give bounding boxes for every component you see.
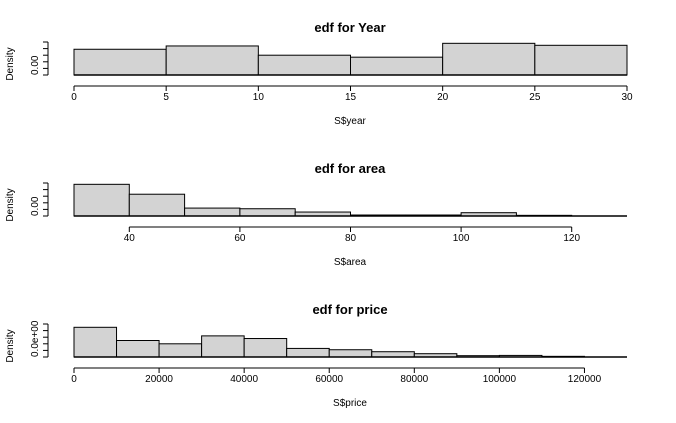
panel-year-x-tick-label-3: 15 [345, 92, 357, 103]
panel-price-ytick-label: 0.0e+00 [30, 320, 41, 357]
panel-price: edf for price Density 0.0e+00 S$price 0 2… [5, 302, 627, 409]
panel-price-x-tick-label-3: 60000 [315, 374, 343, 385]
panel-year-bars [73, 42, 628, 76]
panel-year-x-tick-label-4: 20 [437, 92, 449, 103]
panel-year-bar-0 [73, 48, 167, 76]
panel-year: edf for Year Density 0.00 S$year 0 5 10 15 2… [5, 20, 633, 127]
panel-area-bar-0 [73, 183, 130, 217]
panel-year-x-tick-label-1: 5 [163, 92, 169, 103]
panel-area-x-tick-label-4: 120 [563, 233, 580, 244]
panel-area-xlabel: S$area [334, 257, 367, 268]
panel-year-x-tick-label-5: 25 [529, 92, 541, 103]
panel-price-x-tick-label-4: 80000 [400, 374, 428, 385]
panel-price-x-tick-label-2: 40000 [230, 374, 258, 385]
panel-year-x-tick-label-6: 30 [621, 92, 633, 103]
panel-year-ylabel: Density [5, 47, 16, 80]
panel-area-ytick-label: 0.00 [30, 196, 41, 216]
panel-year-bar-2 [257, 54, 352, 76]
panel-area-bar-3 [239, 208, 296, 217]
panel-price-bar-3 [201, 335, 245, 358]
panel-area-x-tick-label-1: 60 [234, 233, 246, 244]
panel-price-bar-2 [158, 343, 203, 358]
panel-year-x-tick-label-2: 10 [253, 92, 265, 103]
panel-price-bar-4 [243, 338, 288, 358]
panel-price-title: edf for price [312, 302, 387, 317]
panel-area-x-tick-label-2: 80 [345, 233, 357, 244]
panel-year-bar-4 [442, 42, 536, 76]
panel-price-bars [73, 326, 585, 358]
panel-price-x-tick-label-6: 120000 [568, 374, 602, 385]
panel-price-y-axis [43, 323, 49, 358]
panel-year-xlabel: S$year [334, 116, 366, 127]
panel-price-bar-0 [73, 326, 118, 358]
panel-price-x-tick-label-1: 20000 [145, 374, 173, 385]
panel-area-bar-1 [128, 193, 186, 217]
panel-year-title: edf for Year [314, 20, 385, 35]
panel-year-bar-3 [350, 56, 444, 76]
panel-price-x-tick-label-5: 100000 [483, 374, 517, 385]
panel-area-title: edf for area [315, 161, 387, 176]
panel-year-ytick-label: 0.00 [30, 55, 41, 75]
panel-price-ylabel: Density [5, 329, 16, 362]
panel-area-x-axis: 40 60 80 100 120 [124, 226, 580, 244]
panel-price-bar-1 [116, 340, 160, 358]
panel-year-y-axis [43, 41, 49, 76]
panel-area-x-tick-label-0: 40 [124, 233, 136, 244]
panel-area: edf for area Density 0.00 S$area 40 60 80 1… [5, 161, 627, 268]
panel-price-x-axis: 0 20000 40000 60000 80000 100000 120000 [71, 367, 602, 385]
panel-year-bar-1 [165, 45, 259, 76]
panel-area-y-axis [43, 182, 49, 217]
panel-area-ylabel: Density [5, 188, 16, 221]
panel-price-bar-7 [371, 351, 415, 358]
panel-area-bar-2 [184, 207, 241, 217]
panel-year-bar-5 [534, 44, 628, 76]
panel-area-x-tick-label-3: 100 [453, 233, 470, 244]
panel-year-x-axis: 0 5 10 15 20 25 30 [71, 85, 633, 103]
panel-year-x-tick-label-0: 0 [71, 92, 77, 103]
panel-price-x-tick-label-0: 0 [71, 374, 77, 385]
panel-price-xlabel: S$price [333, 398, 367, 409]
panel-price-bar-5 [286, 347, 330, 358]
panel-price-bar-6 [328, 349, 373, 358]
